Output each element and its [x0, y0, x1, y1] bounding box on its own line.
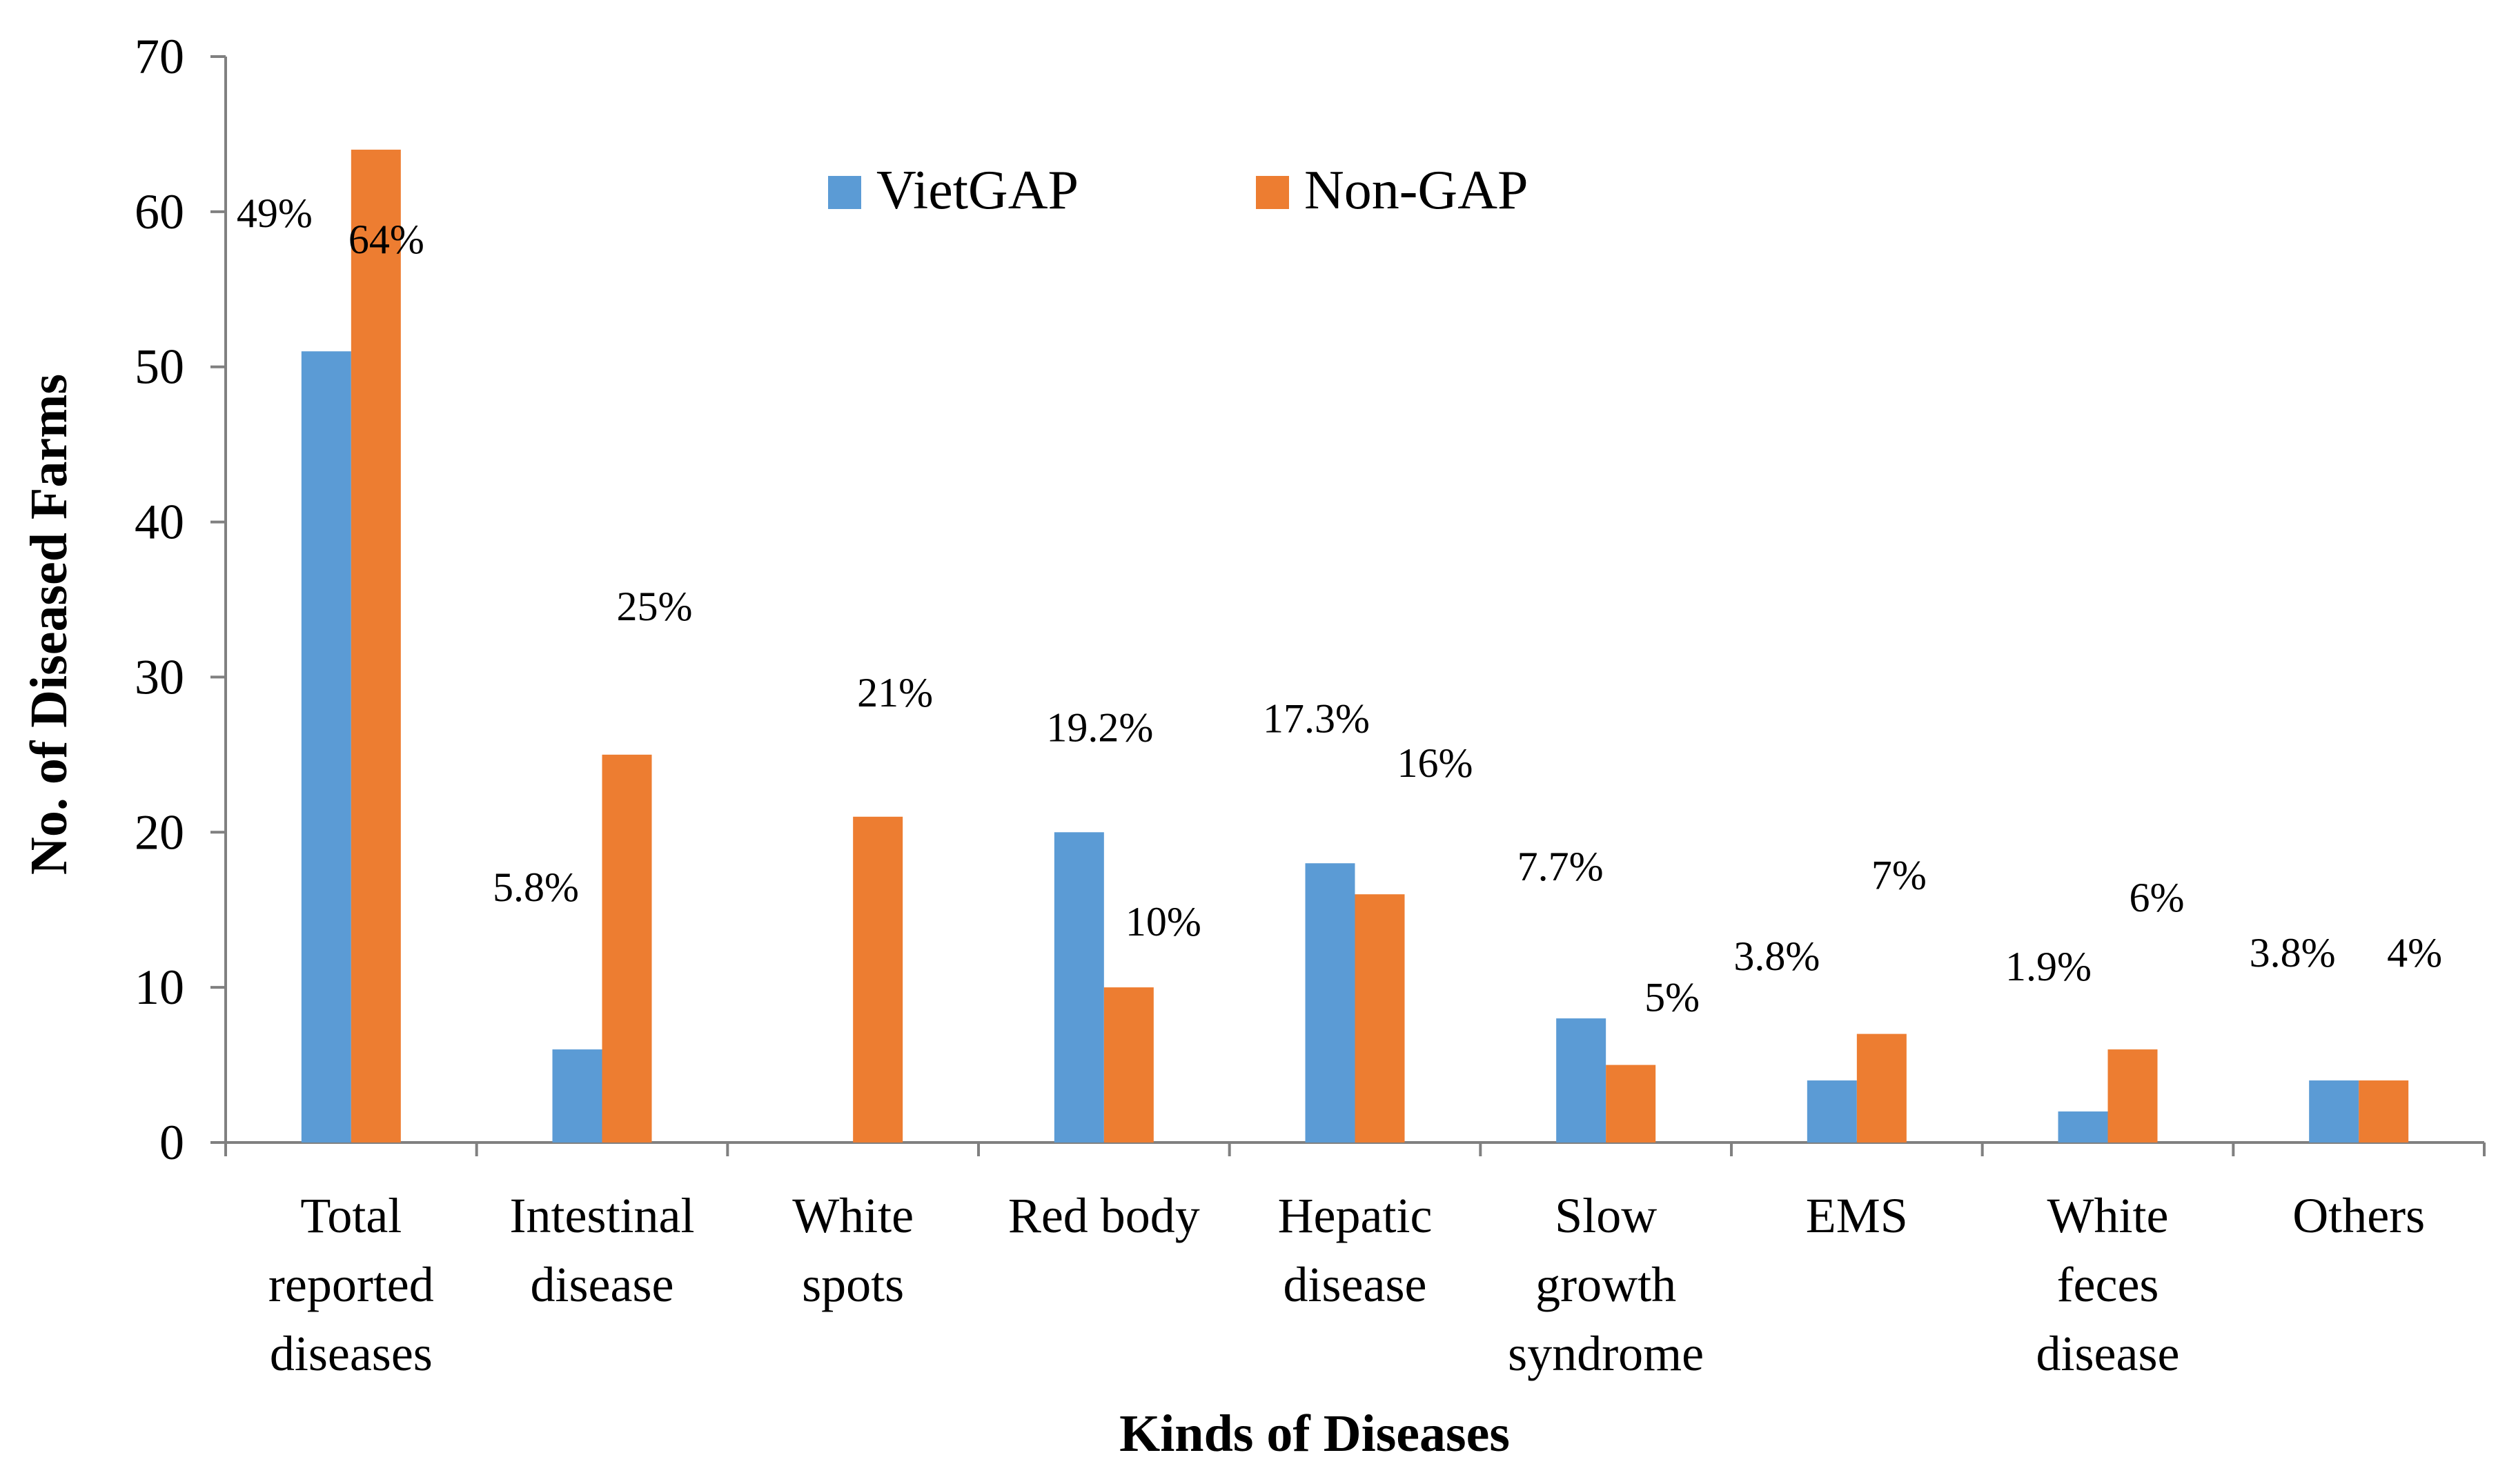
- x-tick-label-line: reported: [268, 1257, 434, 1312]
- x-tick-label: White spots: [792, 1188, 914, 1312]
- x-tick-label-line: syndrome: [1508, 1326, 1704, 1381]
- bar-nongap: [1103, 987, 1154, 1142]
- data-label-vietgap: 3.8%: [2250, 930, 2336, 976]
- bars: [301, 149, 2409, 1143]
- data-label-vietgap: 3.8%: [1733, 933, 1820, 979]
- bar-nongap: [853, 816, 903, 1142]
- data-label-nongap: 10%: [1125, 899, 1201, 944]
- y-axis-ticks: 0 10 20 30 40 50 60 70: [135, 29, 226, 1170]
- x-tick-label-line: Others: [2292, 1188, 2425, 1243]
- x-tick-label-line: Red body: [1008, 1188, 1200, 1243]
- bar-vietgap: [1054, 832, 1104, 1142]
- x-tick-label-line: White: [2047, 1188, 2169, 1243]
- y-tick-label: 70: [135, 29, 184, 84]
- data-label-nongap: 16%: [1397, 740, 1473, 786]
- x-tick-label-line: disease: [531, 1257, 674, 1312]
- legend: VietGAP Non-GAP: [828, 160, 1528, 221]
- bar-vietgap: [552, 1049, 602, 1142]
- y-tick-label: 30: [135, 649, 184, 704]
- x-tick-label: White feces disease: [2036, 1188, 2180, 1381]
- bar-vietgap: [1807, 1080, 1857, 1142]
- data-label-nongap: 21%: [857, 670, 933, 715]
- bar-nongap: [351, 149, 401, 1142]
- y-tick-label: 40: [135, 495, 184, 550]
- y-axis-title: No. of Diseased Farms: [20, 374, 78, 875]
- y-tick-label: 60: [135, 184, 184, 239]
- bar-nongap: [1606, 1065, 1656, 1142]
- x-tick-label: Others: [2292, 1188, 2425, 1243]
- bar-vietgap: [1305, 863, 1355, 1142]
- x-tick-label-line: Intestinal: [510, 1188, 695, 1243]
- x-tick-label-line: spots: [802, 1257, 904, 1312]
- y-tick-label: 0: [159, 1115, 184, 1170]
- legend-swatch-nongap: [1256, 176, 1289, 209]
- x-tick-label-line: White: [792, 1188, 914, 1243]
- y-tick-label: 50: [135, 339, 184, 395]
- x-tick-label-line: Slow: [1555, 1188, 1657, 1243]
- data-label-nongap: 64%: [348, 217, 424, 262]
- x-tick-label: Hepatic disease: [1278, 1188, 1433, 1312]
- bar-vietgap: [2309, 1080, 2359, 1142]
- data-label-vietgap: 1.9%: [2005, 944, 2092, 989]
- data-label-vietgap: 17.3%: [1263, 695, 1370, 741]
- x-tick-label-line: growth: [1535, 1257, 1676, 1312]
- x-tick-label-line: feces: [2057, 1257, 2159, 1312]
- x-tick-label: Red body: [1008, 1188, 1200, 1243]
- x-tick-label-line: EMS: [1806, 1188, 1908, 1243]
- x-axis-title: Kinds of Diseases: [1119, 1405, 1510, 1463]
- data-label-vietgap: 19.2%: [1046, 704, 1153, 750]
- data-label-nongap: 6%: [2130, 875, 2185, 920]
- data-label-nongap: 25%: [617, 584, 693, 629]
- bar-vietgap: [2058, 1111, 2108, 1142]
- bar-nongap: [602, 754, 652, 1142]
- data-label-vietgap: 5.8%: [493, 864, 579, 910]
- data-label-vietgap: 49%: [237, 190, 313, 236]
- x-tick-label: Slow growth syndrome: [1508, 1188, 1704, 1381]
- bar-vietgap: [1556, 1018, 1606, 1142]
- data-label-nongap: 5%: [1644, 975, 1700, 1020]
- y-tick-label: 10: [135, 960, 184, 1015]
- x-tick-label: EMS: [1806, 1188, 1908, 1243]
- bar-nongap: [2359, 1080, 2409, 1142]
- x-tick-label: Intestinal disease: [510, 1188, 695, 1312]
- x-tick-label: Total reported diseases: [268, 1188, 434, 1381]
- data-label-nongap: 7%: [1871, 853, 1927, 898]
- legend-swatch-vietgap: [828, 176, 861, 209]
- legend-label-vietgap: VietGAP: [876, 160, 1079, 221]
- y-tick-label: 20: [135, 804, 184, 860]
- x-tick-label-line: Total: [300, 1188, 402, 1243]
- legend-label-nongap: Non-GAP: [1304, 160, 1528, 221]
- x-tick-label-line: disease: [2036, 1326, 2180, 1381]
- bar-vietgap: [301, 351, 351, 1143]
- bar-nongap: [2107, 1049, 2158, 1142]
- x-tick-label-line: Hepatic: [1278, 1188, 1433, 1243]
- x-tick-label-line: diseases: [270, 1326, 433, 1381]
- bar-nongap: [1856, 1033, 1907, 1142]
- data-label-vietgap: 7.7%: [1517, 844, 1604, 889]
- data-label-nongap: 4%: [2387, 930, 2442, 976]
- x-tick-label-line: disease: [1284, 1257, 1427, 1312]
- bar-nongap: [1355, 894, 1405, 1142]
- data-labels: 49% 64% 5.8% 25% 21% 19.2% 10% 17.3% 16% 7.7% 5% 3.…: [237, 190, 2442, 1020]
